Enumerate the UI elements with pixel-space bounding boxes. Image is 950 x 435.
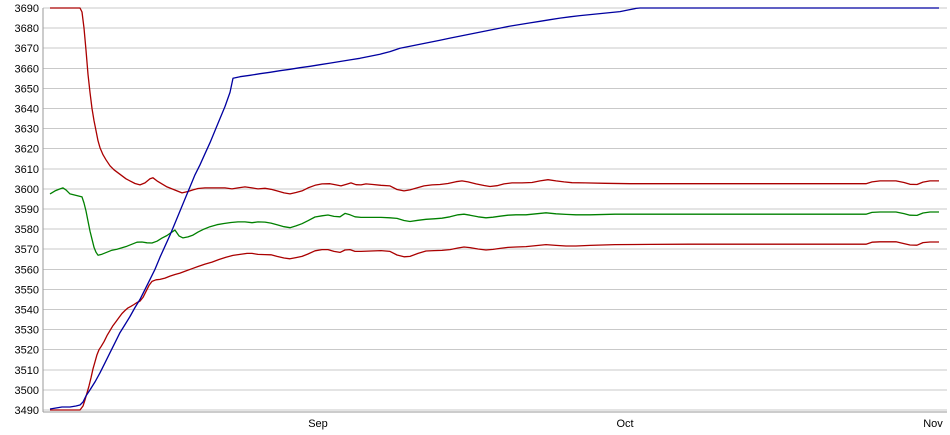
y-axis-tick-label: 3570	[15, 244, 39, 256]
y-axis-tick-label: 3650	[15, 83, 39, 95]
series-rising-blue-line	[49, 7, 939, 410]
y-axis-tick-label: 3640	[15, 104, 39, 116]
x-axis-month-label: Nov	[923, 418, 943, 430]
y-axis-tick-label: 3600	[15, 184, 39, 196]
y-axis-tick-label: 3590	[15, 204, 39, 216]
y-axis-tick-label: 3520	[15, 345, 39, 357]
y-axis-tick-label: 3540	[15, 305, 39, 317]
series-lower-red-line	[50, 241, 939, 411]
y-axis-tick-label: 3530	[15, 325, 39, 337]
y-axis-tick-label: 3630	[15, 124, 39, 136]
y-axis-tick-label: 3490	[15, 405, 39, 417]
y-axis-tick-label: 3610	[15, 164, 39, 176]
y-axis-tick-label: 3670	[15, 43, 39, 55]
y-axis-tick-label: 3560	[15, 264, 39, 276]
y-axis-tick-label: 3510	[15, 365, 39, 377]
y-axis-tick-label: 3500	[15, 385, 39, 397]
y-axis-tick-label: 3680	[15, 23, 39, 35]
y-axis-tick-label: 3620	[15, 144, 39, 156]
x-axis-month-label: Sep	[308, 418, 328, 430]
y-axis-tick-label: 3660	[15, 63, 39, 75]
y-axis-tick-label: 3690	[15, 3, 39, 15]
series-upper-red-line	[50, 7, 939, 195]
series-middle-green-line	[49, 187, 939, 256]
x-axis-month-label: Oct	[616, 418, 633, 430]
y-axis-tick-label: 3580	[15, 224, 39, 236]
y-axis-tick-label: 3550	[15, 284, 39, 296]
